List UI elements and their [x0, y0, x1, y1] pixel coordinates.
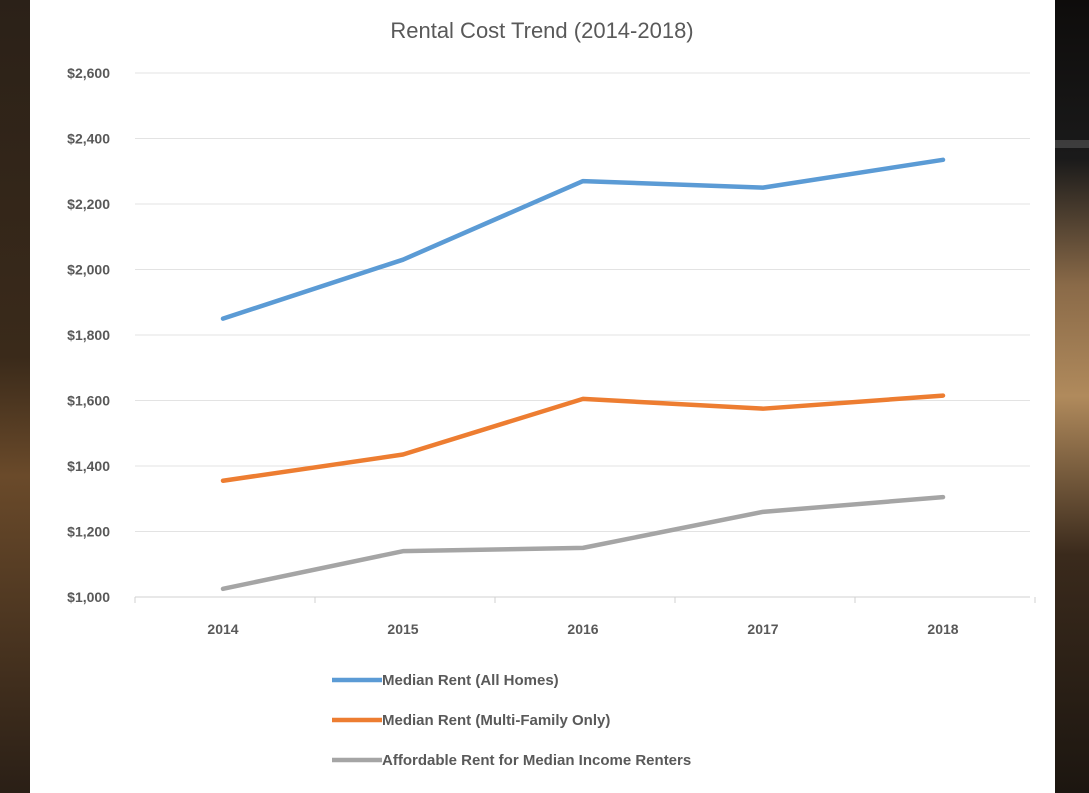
legend-label-3: Affordable Rent for Median Income Renter…: [382, 752, 691, 769]
x-tick-label: 2016: [567, 621, 598, 637]
x-axis-tick-labels: 2014 2015 2016 2017 2018: [207, 621, 958, 637]
x-tick-label: 2018: [927, 621, 958, 637]
series-lines: [220, 157, 946, 592]
axes: [134, 596, 1036, 603]
x-tick-label: 2014: [207, 621, 238, 637]
y-tick-label: $1,000: [67, 589, 110, 605]
legend-label-2: Median Rent (Multi-Family Only): [382, 712, 610, 729]
x-tick-label: 2017: [747, 621, 778, 637]
legend: Median Rent (All Homes) Median Rent (Mult…: [332, 672, 691, 769]
line-chart: Rental Cost Trend (2014-2018) $1,000 $1,2…: [67, 18, 1036, 769]
y-tick-label: $1,800: [67, 327, 110, 343]
series-line-1: [220, 157, 946, 321]
y-tick-label: $1,200: [67, 524, 110, 540]
background-left: [0, 0, 30, 793]
x-tick-label: 2015: [387, 621, 418, 637]
y-tick-label: $2,600: [67, 65, 110, 81]
y-tick-label: $1,400: [67, 458, 110, 474]
series-line-3: [220, 494, 946, 592]
background-right-band: [1055, 140, 1089, 148]
y-axis-tick-labels: $1,000 $1,200 $1,400 $1,600 $1,800 $2,000 $2,2…: [67, 65, 110, 605]
chart-title: Rental Cost Trend (2014-2018): [390, 18, 693, 43]
background-right: [1055, 0, 1089, 793]
y-tick-label: $2,200: [67, 196, 110, 212]
y-tick-label: $2,400: [67, 131, 110, 147]
y-tick-label: $1,600: [67, 393, 110, 409]
y-tick-label: $2,000: [67, 262, 110, 278]
legend-label-1: Median Rent (All Homes): [382, 672, 559, 689]
series-line-2: [220, 393, 946, 483]
chart-panel: Rental Cost Trend (2014-2018) $1,000 $1,2…: [30, 0, 1055, 793]
